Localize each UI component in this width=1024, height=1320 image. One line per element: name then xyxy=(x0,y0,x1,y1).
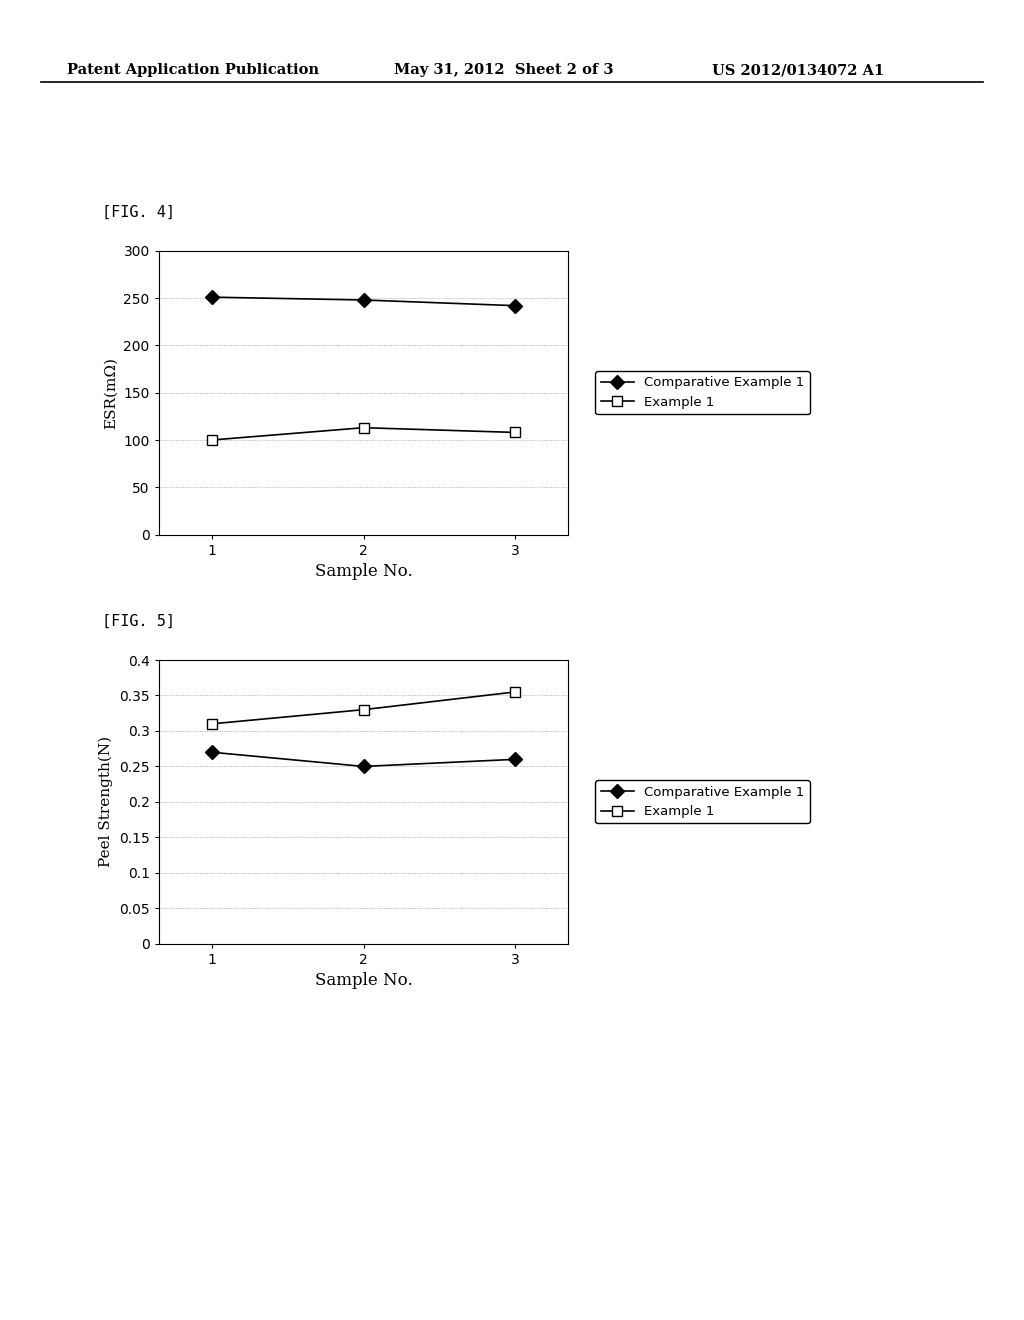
Text: Patent Application Publication: Patent Application Publication xyxy=(67,63,318,78)
Text: May 31, 2012  Sheet 2 of 3: May 31, 2012 Sheet 2 of 3 xyxy=(394,63,613,78)
Y-axis label: ESR(mΩ): ESR(mΩ) xyxy=(103,356,118,429)
Y-axis label: Peel Strength(N): Peel Strength(N) xyxy=(99,737,114,867)
Text: [FIG. 4]: [FIG. 4] xyxy=(102,205,175,219)
Legend: Comparative Example 1, Example 1: Comparative Example 1, Example 1 xyxy=(595,780,810,824)
Text: [FIG. 5]: [FIG. 5] xyxy=(102,614,175,628)
Legend: Comparative Example 1, Example 1: Comparative Example 1, Example 1 xyxy=(595,371,810,414)
X-axis label: Sample No.: Sample No. xyxy=(314,973,413,990)
X-axis label: Sample No.: Sample No. xyxy=(314,564,413,581)
Text: US 2012/0134072 A1: US 2012/0134072 A1 xyxy=(712,63,884,78)
